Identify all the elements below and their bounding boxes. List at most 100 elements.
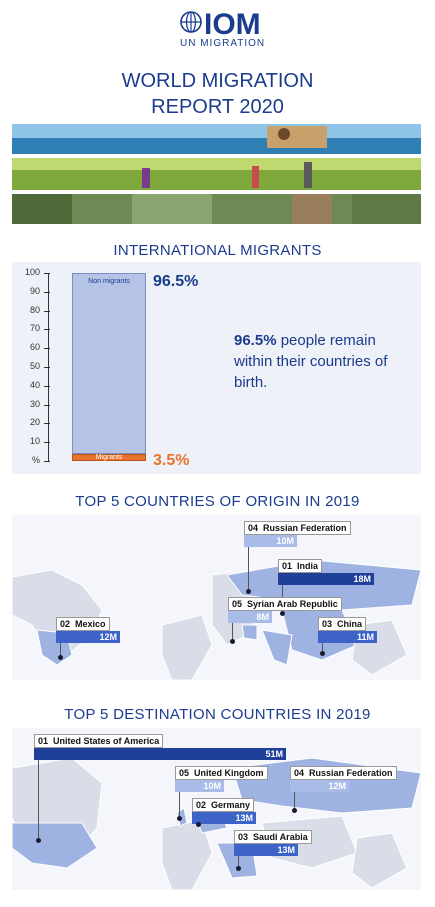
- leader-line: [238, 856, 239, 866]
- location-dot: [236, 866, 241, 871]
- y-tick-mark: [44, 291, 50, 293]
- leader-line: [294, 792, 295, 808]
- y-tick-mark: [44, 348, 50, 350]
- value-bar-russian-federation: 10M: [244, 535, 297, 547]
- country-name: Saudi Arabia: [253, 832, 308, 842]
- rank-number: 05: [232, 599, 243, 609]
- country-label-united-states-of-america: 01 United States of America: [34, 734, 164, 748]
- rank-number: 02: [60, 619, 71, 629]
- country-name: United States of America: [53, 736, 160, 746]
- location-dot: [246, 589, 251, 594]
- y-tick-mark: [44, 404, 50, 406]
- country-name: Russian Federation: [263, 523, 347, 533]
- y-tick-mark: [44, 367, 50, 368]
- country-label-germany: 02 Germany: [192, 798, 255, 812]
- y-axis-line: [48, 273, 49, 461]
- y-tick-label: 10: [29, 436, 40, 447]
- country-name: United Kingdom: [194, 768, 264, 778]
- y-tick-label: 60: [29, 342, 40, 353]
- value-bar-india: 18M: [278, 573, 374, 585]
- stat-statement: 96.5% people remain within their countri…: [234, 330, 414, 393]
- rank-number: 01: [282, 561, 293, 571]
- bar-migrants: Migrants: [72, 454, 146, 461]
- photo-sea: [12, 124, 421, 154]
- rank-number: 03: [238, 832, 249, 842]
- international-migrants-chart: 100 90 80 70 60 50 40 30 20 10% Non migrants Migr…: [12, 262, 421, 474]
- stat-text: people remain within their countries of …: [234, 332, 388, 391]
- globe-icon: [180, 11, 202, 33]
- photo-trees: [12, 194, 421, 224]
- bar-label-non-migrants: Non migrants: [88, 278, 130, 285]
- y-tick-mark: [44, 310, 50, 312]
- bar-non-migrants: Non migrants: [72, 273, 146, 455]
- value-bar-germany: 13M: [192, 812, 256, 824]
- y-tick-label: 100: [24, 267, 40, 277]
- origin-map: 01 India 18M 02 Mexico 12M 03 China 11M 04 Russian…: [12, 515, 421, 680]
- rank-number: 01: [38, 736, 49, 746]
- value-bar-russian-federation: 12M: [290, 780, 349, 792]
- y-tick-mark: [44, 329, 50, 331]
- iom-logo: IOM UN MIGRATION: [0, 8, 435, 49]
- country-label-mexico: 02 Mexico: [56, 617, 110, 631]
- leader-line: [322, 643, 323, 651]
- value-bar-syrian-arab-republic: 8M: [228, 611, 272, 623]
- value-bar-united-states-of-america: 51M: [34, 748, 286, 760]
- stat-highlight: 96.5%: [234, 332, 277, 349]
- value-bar-mexico: 12M: [56, 631, 120, 643]
- leader-line: [60, 643, 61, 655]
- pct-migrants: 3.5%: [153, 452, 190, 469]
- location-dot: [292, 808, 297, 813]
- rank-number: 02: [196, 800, 207, 810]
- value-bar-united-kingdom: 10M: [175, 780, 224, 792]
- country-name: Germany: [211, 800, 251, 810]
- country-label-syrian-arab-republic: 05 Syrian Arab Republic: [228, 597, 342, 611]
- country-label-russian-federation: 04 Russian Federation: [290, 766, 397, 780]
- world-map-origin: [12, 559, 421, 680]
- y-tick-mark: [44, 273, 50, 274]
- photo-field: [12, 158, 421, 190]
- y-tick-mark: [44, 442, 50, 444]
- leader-line: [179, 792, 180, 816]
- destination-map: 01 United States of America 51M 02 Germany 13…: [12, 728, 421, 890]
- chart-title-destination: TOP 5 DESTINATION COUNTRIES IN 2019: [64, 706, 371, 723]
- y-tick-label: 40: [29, 379, 40, 390]
- country-label-india: 01 India: [278, 559, 323, 573]
- rank-number: 03: [322, 619, 333, 629]
- y-tick-mark: [44, 461, 50, 462]
- location-dot: [230, 639, 235, 644]
- location-dot: [196, 822, 201, 827]
- pct-non-migrants: 96.5%: [153, 273, 199, 290]
- chart-title-international-migrants: INTERNATIONAL MIGRANTS: [113, 242, 322, 259]
- rank-number: 05: [179, 768, 190, 778]
- country-name: India: [297, 561, 319, 571]
- rank-number: 04: [248, 523, 259, 533]
- location-dot: [58, 655, 63, 660]
- logo-subtext: UN MIGRATION: [180, 38, 266, 49]
- y-tick-label: 30: [29, 398, 40, 409]
- chart-title-origin: TOP 5 COUNTRIES OF ORIGIN IN 2019: [75, 493, 360, 510]
- location-dot: [320, 651, 325, 656]
- country-label-united-kingdom: 05 United Kingdom: [175, 766, 268, 780]
- country-name: Mexico: [75, 619, 106, 629]
- country-label-saudi-arabia: 03 Saudi Arabia: [234, 830, 312, 844]
- country-name: China: [337, 619, 363, 629]
- y-tick-label: 90: [29, 285, 40, 296]
- location-dot: [36, 838, 41, 843]
- country-label-russian-federation: 04 Russian Federation: [244, 521, 351, 535]
- rank-number: 04: [294, 768, 305, 778]
- y-tick-mark: [44, 423, 50, 425]
- location-dot: [177, 816, 182, 821]
- leader-line: [38, 760, 39, 838]
- leader-line: [248, 547, 249, 589]
- country-name: Russian Federation: [309, 768, 393, 778]
- country-label-china: 03 China: [318, 617, 367, 631]
- value-bar-saudi-arabia: 13M: [234, 844, 298, 856]
- bar-label-migrants: Migrants: [95, 454, 123, 462]
- leader-line: [232, 623, 233, 639]
- y-tick-mark: [44, 385, 50, 387]
- location-dot: [280, 611, 285, 616]
- y-tick-label: 20: [29, 417, 40, 428]
- report-title-line1: WORLD MIGRATION: [121, 70, 314, 92]
- report-title-line2: REPORT 2020: [151, 96, 284, 118]
- y-tick-label: %: [31, 455, 40, 465]
